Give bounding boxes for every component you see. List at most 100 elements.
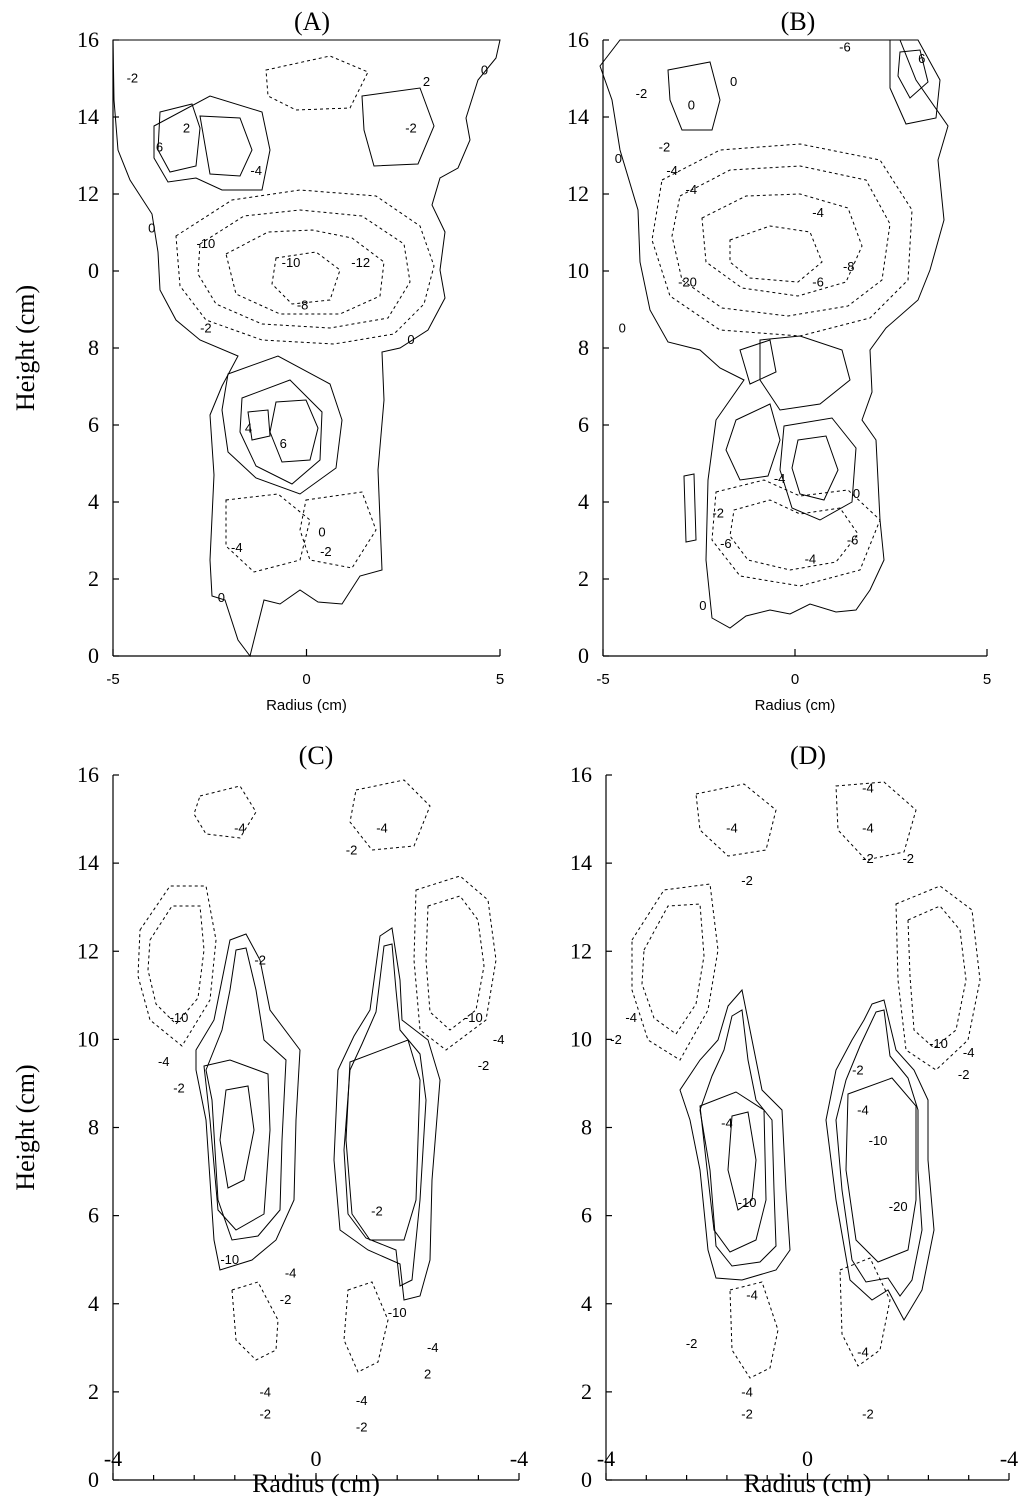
panel-b-contour: [683, 473, 697, 543]
panel-d-y-tick-label: 14: [570, 850, 592, 875]
panel-b-contour-label: 0: [699, 598, 706, 613]
panel-b-contour-label: 0: [619, 321, 626, 336]
panel-d-contour-label: -2: [741, 1406, 753, 1421]
panel-c-contour-label: -2: [173, 1080, 185, 1095]
panel-a-outer-contour: [112, 39, 501, 658]
panel-b-contour: [739, 339, 777, 385]
panel-c-contour-label: -2: [280, 1292, 292, 1307]
panel-c-contour: [425, 895, 485, 1031]
panel-a-contour: [225, 493, 311, 573]
panel-c-contour-label: -4: [356, 1393, 368, 1408]
panel-a-contour-label: 2: [423, 74, 430, 89]
panel-d-contour: [835, 1009, 923, 1297]
panel-b-contour: [711, 479, 881, 587]
panel-d-y-tick-label: 12: [570, 938, 592, 963]
panel-a-contour: [271, 251, 341, 305]
panel-c-title: (C): [299, 741, 334, 770]
panel-c-contour-label: -2: [259, 1406, 271, 1421]
panel-d-x-tick-label: -4: [1000, 1446, 1018, 1471]
panel-c: (C): [137, 741, 497, 1373]
panel-b-contour-label: -6: [720, 536, 732, 551]
panel-b-contour: [729, 225, 823, 283]
panel-c-contour-label: -4: [234, 820, 246, 835]
panel-a-contour: [221, 355, 343, 495]
panel-a-contour-label: 4: [245, 421, 252, 436]
panel-d-x-tick-label: -4: [597, 1446, 615, 1471]
panel-d-contour-label: -10: [869, 1133, 888, 1148]
panel-b-y-tick-label: 12: [567, 181, 589, 206]
panel-d-contour-label: -4: [857, 1345, 869, 1360]
panel-c-contour-label: -4: [376, 820, 388, 835]
panel-c-contour: [413, 875, 497, 1051]
panel-d-contour: [835, 781, 917, 861]
panel-b-contour: [729, 499, 859, 571]
panel-c-contour-label: -4: [493, 1032, 505, 1047]
panel-b-contour-label: -2: [712, 505, 724, 520]
panel-a-x-tick-label: 5: [496, 671, 504, 688]
panel-d-contour-label: -4: [721, 1116, 733, 1131]
panel-a-contour: [239, 379, 323, 485]
panel-c-contour: [193, 785, 257, 839]
panel-b-contour-label: 6: [918, 51, 925, 66]
panel-a-contour: [299, 491, 377, 569]
panel-b-contour-label: -6: [812, 274, 824, 289]
panel-c-y-tick-label: 2: [88, 1379, 99, 1404]
panel-c-contour: [343, 1281, 389, 1373]
panel-a-y-label: Height (cm): [11, 285, 40, 411]
panel-b-x-tick-label: -5: [596, 671, 609, 688]
panel-d-contour: [845, 1077, 917, 1263]
panel-b-contour-label: 0: [730, 74, 737, 89]
panel-d-contour: [679, 988, 791, 1281]
panel-c-y-tick-label: 6: [88, 1203, 99, 1228]
panel-a-contour-label: 0: [218, 590, 225, 605]
panel-c-contour-label: -4: [285, 1265, 297, 1280]
panel-c-contour-label: -4: [427, 1340, 439, 1355]
panel-c-x-tick-label: 0: [311, 1446, 322, 1471]
panel-a-contour: [175, 189, 435, 345]
panel-c-contour: [205, 947, 287, 1241]
panel-c-contour-label: -4: [158, 1054, 170, 1069]
panel-c-contour-label: -10: [170, 1010, 189, 1025]
panel-a-contour: [199, 115, 253, 177]
panel-c-y-tick-label: 4: [88, 1291, 99, 1316]
panel-c-contour: [345, 1039, 421, 1241]
panel-a-y-tick-label: 16: [77, 27, 99, 52]
panel-c-contour-label: 2: [424, 1367, 431, 1382]
panel-b-x-tick-label: 5: [983, 671, 991, 688]
panel-c-y-tick-label: 16: [77, 762, 99, 787]
panel-a-y-tick-label: 8: [88, 335, 99, 360]
panel-c-contour: [349, 779, 431, 851]
panel-c-contour-label: -2: [356, 1420, 368, 1435]
panel-d-contour-label: -2: [852, 1063, 864, 1078]
panel-c-contour: [333, 927, 441, 1301]
panel-a-y-tick-label: 14: [77, 104, 99, 129]
panel-b-contour: [671, 165, 891, 317]
panel-d-contour-label: -2: [862, 1406, 874, 1421]
panel-c-contour: [343, 943, 427, 1287]
panel-c-y-tick-label: 8: [88, 1115, 99, 1140]
panel-d-contour-label: -2: [958, 1067, 970, 1082]
panel-a-title: (A): [294, 7, 330, 36]
panel-d-contour: [729, 1281, 779, 1379]
panel-b-contour: [897, 49, 929, 99]
panel-a-y-tick-label: 0: [88, 643, 99, 668]
panel-a-contour-label: -2: [405, 120, 417, 135]
panel-b-contour: [725, 403, 781, 481]
panel-c-y-tick-label: 10: [77, 1026, 99, 1051]
panel-c-contour: [219, 1085, 255, 1189]
panel-d-contour-label: -4: [963, 1045, 975, 1060]
panel-d-contour-label: -4: [862, 820, 874, 835]
panel-c-contour-label: -2: [346, 842, 358, 857]
panel-d-contour: [825, 999, 935, 1322]
panel-d-y-tick-label: 16: [570, 762, 592, 787]
panel-b-contour-label: 0: [615, 151, 622, 166]
panel-d-contour-label: -2: [862, 851, 874, 866]
panel-d-y-tick-label: 2: [581, 1379, 592, 1404]
panel-a-y-tick-label: 0: [88, 258, 99, 283]
panel-b-contour-label: -4: [812, 205, 824, 220]
panel-d-contour-label: -10: [738, 1195, 757, 1210]
axes-layer: 0 2 4 6 8 0 12 14 16 -5 0 5 Radius (cm) Height (cm) 0 2…: [11, 27, 1018, 1496]
panel-b-y-tick-label: 10: [567, 258, 589, 283]
panel-c-y-label: Height (cm): [11, 1064, 40, 1190]
